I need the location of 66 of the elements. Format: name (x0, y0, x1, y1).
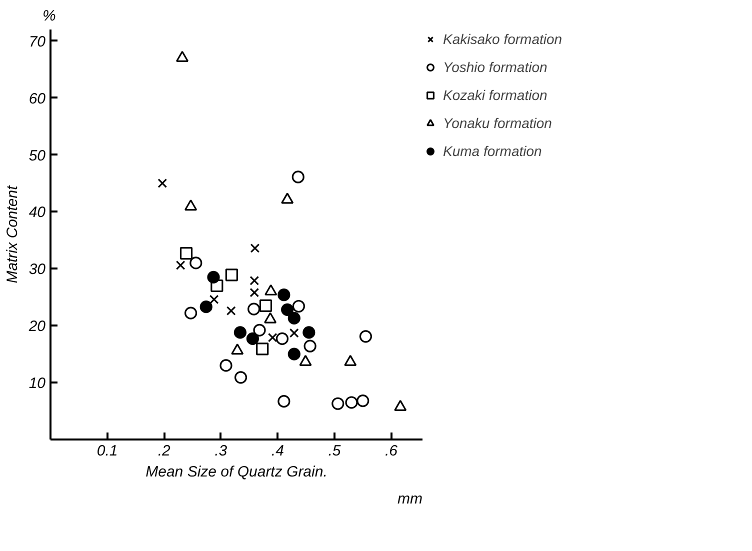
point (250, 243, 260, 253)
y-tick-label: 40 (28, 204, 46, 222)
point (304, 340, 316, 352)
y-tick-label: 60 (28, 90, 46, 108)
point (292, 170, 304, 184)
point (209, 294, 219, 304)
point (200, 300, 212, 314)
x-tick-label: .2 (158, 442, 171, 460)
point (234, 371, 248, 384)
y-tick-label: 50 (28, 147, 46, 164)
point (231, 344, 244, 355)
point (158, 178, 168, 188)
y-tick-label: 10 (28, 375, 46, 392)
point (248, 302, 260, 316)
point (278, 288, 290, 302)
point (292, 300, 305, 313)
point (264, 284, 278, 296)
point (207, 270, 220, 284)
point (268, 332, 278, 342)
x-tick-label: .3 (214, 442, 228, 460)
point (264, 312, 277, 324)
point (281, 192, 294, 204)
y-tick-label: 30 (28, 261, 46, 278)
point (281, 303, 294, 316)
point (220, 359, 232, 372)
y-tick-label: 20 (28, 318, 46, 336)
x-tick-label: .4 (271, 442, 284, 460)
y-axis-title: Matrix Content (4, 184, 21, 284)
legend-label: Yonaku formation (443, 115, 552, 131)
point (226, 306, 236, 316)
point (176, 260, 186, 270)
point (256, 342, 269, 356)
point (253, 324, 266, 336)
x-tick-label: .6 (385, 442, 398, 460)
x-tick-label: 0.1 (96, 442, 118, 460)
x-tick-label: .5 (328, 442, 342, 460)
text: % (42, 8, 56, 24)
point (332, 397, 344, 410)
point (225, 268, 238, 282)
point (246, 332, 259, 345)
point (344, 354, 357, 366)
point (234, 326, 246, 339)
point (345, 396, 358, 409)
point (184, 306, 198, 320)
point (302, 326, 316, 339)
y-tick-label: 70 (28, 33, 46, 50)
point (210, 279, 224, 292)
point (250, 288, 260, 298)
point (299, 354, 312, 366)
x-axis-title: Mean Size of Quartz Grain. (146, 464, 328, 480)
point (359, 330, 372, 343)
legend-label: Kozaki formation (443, 87, 548, 103)
point (190, 256, 202, 270)
text: mm (398, 490, 423, 508)
legend-label: Kuma formation (443, 143, 542, 159)
point (288, 348, 300, 360)
point (176, 50, 189, 62)
point (278, 395, 290, 408)
point (288, 312, 300, 324)
legend-label: Yoshio formation (443, 59, 548, 75)
point (250, 276, 260, 286)
point (184, 199, 198, 211)
legend-label: Kakisako formation (443, 31, 562, 47)
point (180, 246, 193, 260)
point (259, 299, 272, 312)
point (356, 394, 370, 408)
